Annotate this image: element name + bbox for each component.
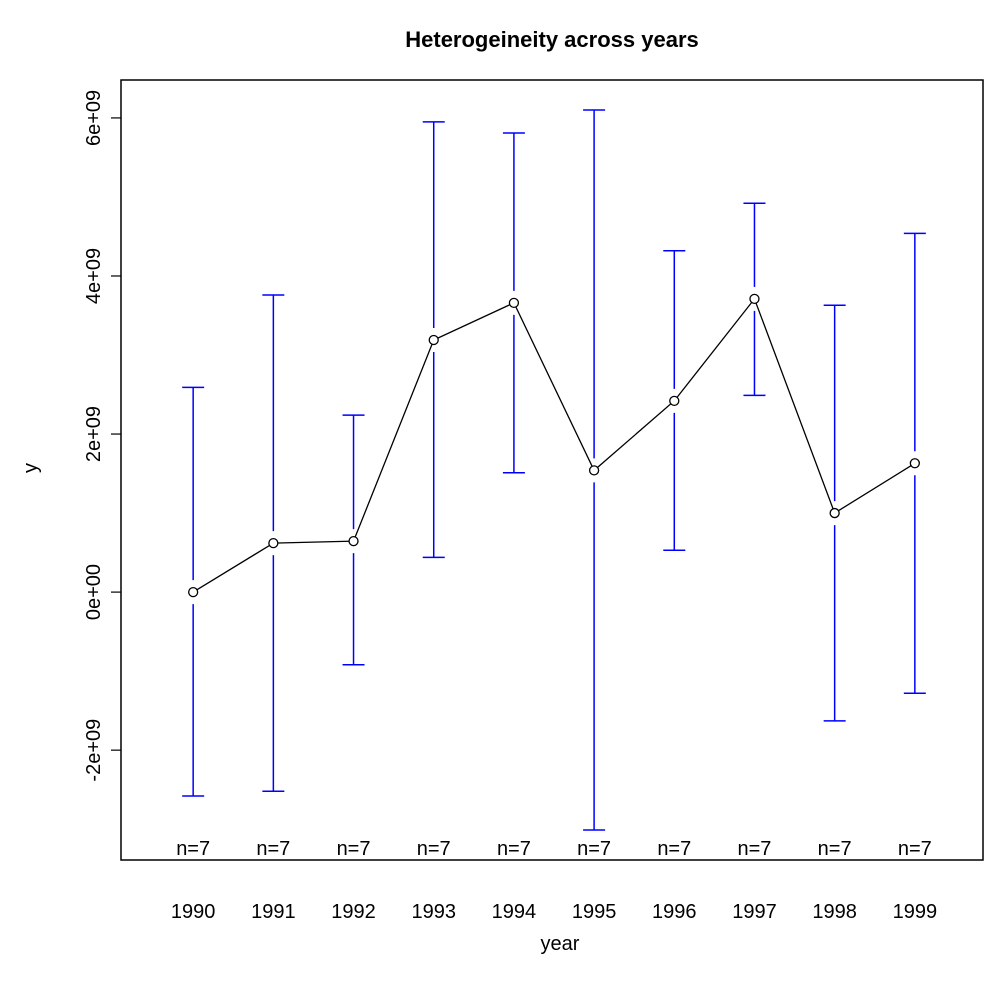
chart-title: Heterogeineity across years — [405, 27, 699, 52]
x-tick-label: 1993 — [411, 901, 456, 923]
x-tick-label: 1992 — [331, 901, 376, 923]
n-label: n=7 — [657, 838, 691, 860]
plot-frame — [120, 79, 984, 861]
mean-point — [348, 535, 359, 547]
x-tick-label: 1999 — [893, 901, 938, 923]
x-tick-label: 1995 — [572, 901, 617, 923]
mean-point — [428, 334, 439, 346]
x-tick-label: 1996 — [652, 901, 697, 923]
mean-point — [188, 586, 199, 598]
y-tick-label: 6e+09 — [83, 90, 105, 146]
mean-point — [669, 395, 680, 407]
mean-point — [268, 537, 279, 549]
mean-point — [508, 297, 520, 309]
n-label: n=7 — [497, 838, 531, 860]
x-tick-label: 1990 — [171, 901, 216, 923]
n-label: n=7 — [898, 838, 932, 860]
n-label: n=7 — [417, 838, 451, 860]
n-label: n=7 — [256, 838, 290, 860]
x-tick-label: 1998 — [812, 901, 857, 923]
n-label: n=7 — [337, 838, 371, 860]
y-tick-label: 0e+00 — [83, 564, 105, 620]
y-axis-label: y — [20, 463, 42, 473]
n-label: n=7 — [176, 838, 210, 860]
mean-point — [909, 458, 920, 469]
y-tick-label: -2e+09 — [83, 719, 105, 782]
y-tick-label: 4e+09 — [83, 248, 105, 304]
n-label: n=7 — [577, 838, 611, 860]
y-tick-label: 2e+09 — [83, 406, 105, 462]
mean-line — [192, 297, 916, 593]
x-axis-label: year — [541, 933, 580, 955]
x-tick-label: 1994 — [492, 901, 537, 923]
mean-point — [829, 507, 840, 519]
x-tick-label: 1997 — [732, 901, 777, 923]
x-tick-label: 1991 — [251, 901, 296, 923]
n-label: n=7 — [818, 838, 852, 860]
mean-point — [749, 293, 760, 305]
n-label: n=7 — [738, 838, 772, 860]
mean-point — [588, 465, 600, 476]
